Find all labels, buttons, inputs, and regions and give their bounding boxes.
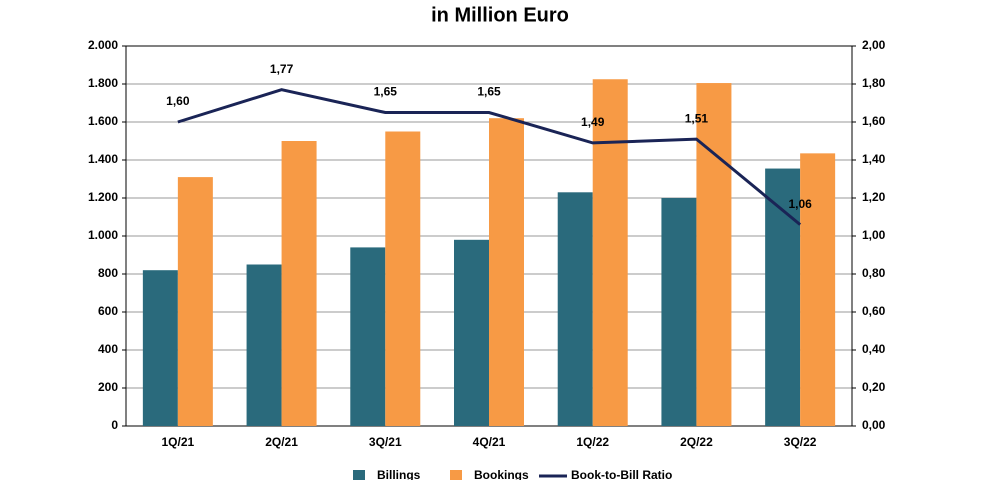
data-label: 1,65 [374, 85, 398, 99]
y-tick-label: 1.400 [88, 152, 118, 166]
bar [350, 247, 386, 426]
x-tick-label: 2Q/22 [680, 435, 713, 449]
x-tick-label: 3Q/22 [784, 435, 817, 449]
bar [696, 83, 732, 427]
bar [800, 153, 836, 426]
bar [489, 118, 524, 426]
data-label: 1,06 [788, 197, 812, 211]
y-tick-label: 1.800 [88, 76, 118, 90]
x-tick-label: 1Q/21 [162, 435, 195, 449]
x-tick-label: 1Q/22 [576, 435, 609, 449]
bar [281, 141, 317, 426]
y2-tick-label: 1,60 [862, 114, 886, 128]
y-tick-label: 400 [98, 342, 118, 356]
data-label: 1,65 [477, 85, 501, 99]
y2-tick-label: 0,20 [862, 380, 886, 394]
y2-tick-label: 1,00 [862, 228, 886, 242]
y2-tick-label: 0,80 [862, 266, 886, 280]
x-tick-label: 4Q/21 [473, 435, 506, 449]
line [177, 88, 802, 226]
y2-tick-label: 1,20 [862, 190, 886, 204]
y2-tick-label: 0,00 [862, 418, 886, 432]
bar [592, 79, 628, 426]
bar [454, 239, 489, 426]
x-tick-label: 2Q/21 [265, 435, 298, 449]
legend-label: Bookings [474, 468, 529, 480]
chart-title: in Million Euro [431, 4, 569, 26]
y2-tick-label: 1,40 [862, 152, 886, 166]
y-tick-label: 1.600 [88, 114, 118, 128]
legend-label: Book-to-Bill Ratio [571, 468, 672, 480]
bar [177, 177, 213, 426]
y-tick-label: 1.000 [88, 228, 118, 242]
data-label: 1,60 [166, 94, 190, 108]
legend-swatch [450, 470, 462, 480]
y-tick-label: 800 [98, 266, 118, 280]
y-tick-label: 2.000 [88, 38, 118, 52]
data-label: 1,77 [270, 62, 294, 76]
y-tick-label: 0 [111, 418, 118, 432]
data-label: 1,51 [685, 111, 709, 125]
y2-tick-label: 2,00 [862, 38, 886, 52]
bar [661, 198, 697, 426]
bar [385, 131, 421, 426]
y-tick-label: 600 [98, 304, 118, 318]
bar [246, 264, 282, 426]
legend-label: Billings [377, 468, 421, 480]
y2-tick-label: 0,60 [862, 304, 886, 318]
data-label: 1,49 [581, 115, 605, 129]
y-tick-label: 200 [98, 380, 118, 394]
bar [142, 270, 178, 426]
y2-tick-label: 1,80 [862, 76, 886, 90]
x-tick-label: 3Q/21 [369, 435, 402, 449]
legend-swatch [353, 470, 365, 480]
y2-tick-label: 0,40 [862, 342, 886, 356]
y-tick-label: 1.200 [88, 190, 118, 204]
bar [557, 192, 593, 426]
